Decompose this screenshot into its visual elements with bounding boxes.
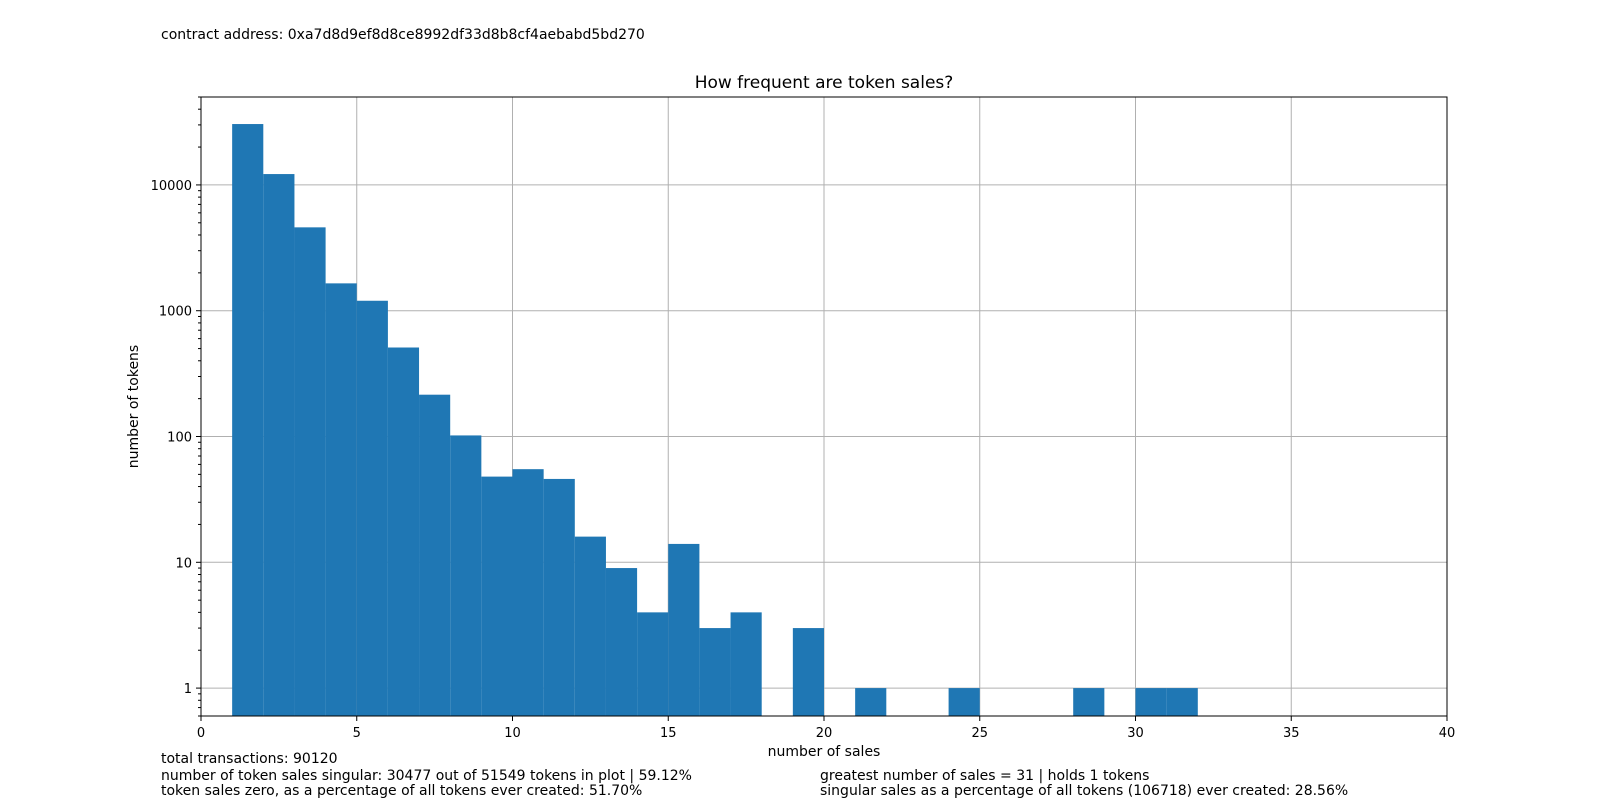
histogram-bar [605, 568, 638, 716]
x-tick-label: 10 [504, 726, 521, 741]
x-axis-ticks: 0 5 10 15 20 25 30 35 40 [197, 716, 1455, 741]
histogram-bar [481, 476, 513, 716]
x-tick-label: 40 [1439, 726, 1456, 741]
histogram-bar [512, 469, 544, 716]
histogram-bar [1135, 688, 1167, 716]
histogram-bar [637, 612, 669, 716]
singular-sales-stat: number of token sales singular: 30477 ou… [161, 768, 692, 784]
contract-address: contract address: 0xa7d8d9ef8d8ce8992df3… [161, 27, 645, 43]
x-tick-label: 5 [353, 726, 361, 741]
histogram-bar [699, 628, 731, 716]
histogram-bar [387, 347, 420, 716]
histogram-bar [668, 543, 700, 716]
histogram-bar [325, 283, 357, 716]
histogram-bar [855, 688, 887, 716]
histogram-bar [792, 628, 824, 716]
x-tick-label: 35 [1283, 726, 1300, 741]
histogram-bar [294, 227, 326, 716]
x-tick-label: 0 [197, 726, 205, 741]
histogram-bar [730, 612, 762, 716]
histogram-bars [232, 124, 1198, 716]
x-tick-label: 25 [971, 726, 988, 741]
y-tick-label: 10 [175, 556, 192, 571]
y-tick-label: 10000 [151, 179, 192, 194]
histogram-bar [232, 124, 264, 716]
histogram-bar [419, 394, 451, 716]
histogram-bar [1166, 688, 1198, 716]
x-tick-label: 30 [1127, 726, 1144, 741]
histogram-bar [263, 174, 295, 716]
y-axis-ticks: 1 10 100 1000 10000 [151, 96, 201, 717]
greatest-sales-stat: greatest number of sales = 31 | holds 1 … [820, 768, 1150, 784]
chart-title: How frequent are token sales? [695, 73, 954, 93]
y-tick-label: 100 [167, 431, 192, 446]
x-tick-label: 20 [816, 726, 833, 741]
singular-percentage-stat: singular sales as a percentage of all to… [820, 783, 1349, 799]
histogram-bar [574, 536, 606, 716]
histogram-bar [356, 300, 388, 716]
histogram-bar [1073, 688, 1105, 716]
y-axis-label: number of tokens [126, 345, 142, 468]
histogram-bar [948, 688, 980, 716]
histogram-bar [543, 478, 575, 716]
histogram-bar [450, 435, 482, 716]
y-tick-label: 1000 [159, 305, 192, 320]
x-axis-label: number of sales [768, 744, 881, 760]
y-tick-label: 1 [184, 682, 192, 697]
x-tick-label: 15 [660, 726, 677, 741]
zero-sales-stat: token sales zero, as a percentage of all… [161, 783, 643, 799]
total-transactions: total transactions: 90120 [161, 751, 338, 767]
